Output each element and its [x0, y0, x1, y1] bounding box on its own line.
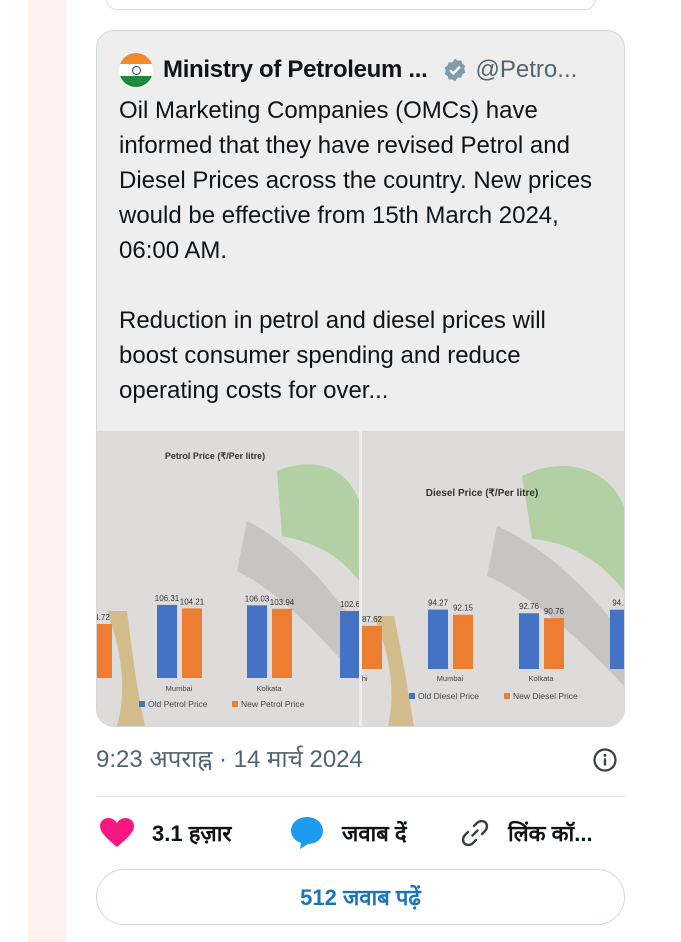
old-price-bar [428, 609, 448, 669]
data-label: 103.94 [270, 598, 295, 607]
data-label: 92.76 [519, 602, 540, 611]
old-price-bar [340, 611, 359, 678]
data-label: 94.27 [428, 599, 449, 608]
category-label: Delhi [362, 674, 368, 683]
old-price-bar [247, 605, 267, 678]
data-label: 92.15 [453, 604, 474, 613]
tweet-paragraph: Reduction in petrol and diesel prices wi… [119, 307, 546, 404]
data-label: 90.76 [544, 607, 565, 616]
old-price-bar [157, 604, 177, 678]
quoted-tweet-text: Oil Marketing Companies (OMCs) have info… [119, 93, 609, 408]
new-price-bar [97, 624, 112, 678]
data-label: 94.2 [612, 599, 624, 608]
divider [96, 796, 625, 797]
category-label: Kolkata [256, 684, 282, 693]
old-price-bar [610, 609, 624, 669]
info-icon[interactable] [592, 747, 618, 773]
read-replies-label: 512 जवाब पढ़ें [300, 885, 421, 910]
legend-swatch [409, 693, 415, 699]
new-price-bar [362, 625, 382, 669]
legend-label: Old Diesel Price [418, 691, 479, 701]
legend-swatch [139, 701, 145, 707]
diesel-price-chart: Diesel Price (₹/Per litre) 94.27 92.76 94.… [362, 431, 624, 726]
legend-swatch [232, 701, 238, 707]
category-label: Mumbai [166, 684, 193, 693]
legend-label: Old Petrol Price [148, 699, 208, 709]
data-label: 102.6 [340, 600, 359, 609]
chart-title: Diesel Price (₹/Per litre) [426, 488, 539, 499]
data-label: 4.72 [97, 613, 110, 622]
data-label: 106.31 [155, 594, 180, 603]
new-price-bar [272, 608, 292, 678]
verified-badge-icon [444, 58, 465, 82]
quoted-tweet-header: Ministry of Petroleum ... @Petro... [119, 53, 609, 87]
category-label: Kolkata [528, 674, 554, 683]
chart-title: Petrol Price (₹/Per litre) [165, 451, 265, 461]
petrol-price-image[interactable]: Petrol Price (₹/Per litre) 106.31 106.03 1… [97, 431, 359, 726]
quoted-media[interactable]: Petrol Price (₹/Per litre) 106.31 106.03 1… [97, 431, 624, 726]
reply-button[interactable]: जवाब दें [290, 812, 407, 854]
new-price-bar [182, 608, 202, 678]
author-name[interactable]: Ministry of Petroleum ... [163, 56, 428, 83]
previous-element-edge [106, 0, 596, 10]
tweet-paragraph: Oil Marketing Companies (OMCs) have info… [119, 97, 593, 264]
quoted-tweet[interactable]: Ministry of Petroleum ... @Petro... Oil … [96, 30, 625, 727]
author-handle: @Petro... [475, 56, 578, 83]
reply-label: जवाब दें [342, 821, 407, 846]
data-label: 104.21 [180, 597, 205, 606]
data-label: 87.62 [362, 615, 383, 624]
legend-swatch [504, 693, 510, 699]
like-count: 3.1 हज़ार [152, 821, 232, 846]
new-price-bar [453, 614, 473, 669]
category-label: Mumbai [437, 674, 464, 683]
read-replies-button[interactable]: 512 जवाब पढ़ें [96, 869, 625, 925]
left-margin [0, 0, 28, 942]
link-icon [461, 819, 489, 847]
like-button[interactable]: 3.1 हज़ार [100, 812, 231, 854]
diesel-price-image[interactable]: Diesel Price (₹/Per litre) 94.27 92.76 94.… [362, 431, 624, 726]
copy-link-button[interactable]: लिंक कॉ... [460, 812, 593, 854]
left-gutter [28, 0, 66, 942]
speech-bubble-icon [291, 817, 323, 849]
petrol-price-chart: Petrol Price (₹/Per litre) 106.31 106.031… [97, 431, 359, 726]
legend-label: New Petrol Price [241, 699, 305, 709]
old-price-bar [519, 613, 539, 669]
avatar[interactable] [119, 53, 153, 87]
new-price-bar [544, 618, 564, 669]
tweet-timestamp[interactable]: 9:23 अपराह्न · 14 मार्च 2024 [96, 746, 363, 773]
heart-icon [100, 818, 134, 847]
data-label: 106.03 [245, 594, 270, 603]
copy-link-label: लिंक कॉ... [508, 821, 593, 846]
legend-label: New Diesel Price [513, 691, 578, 701]
